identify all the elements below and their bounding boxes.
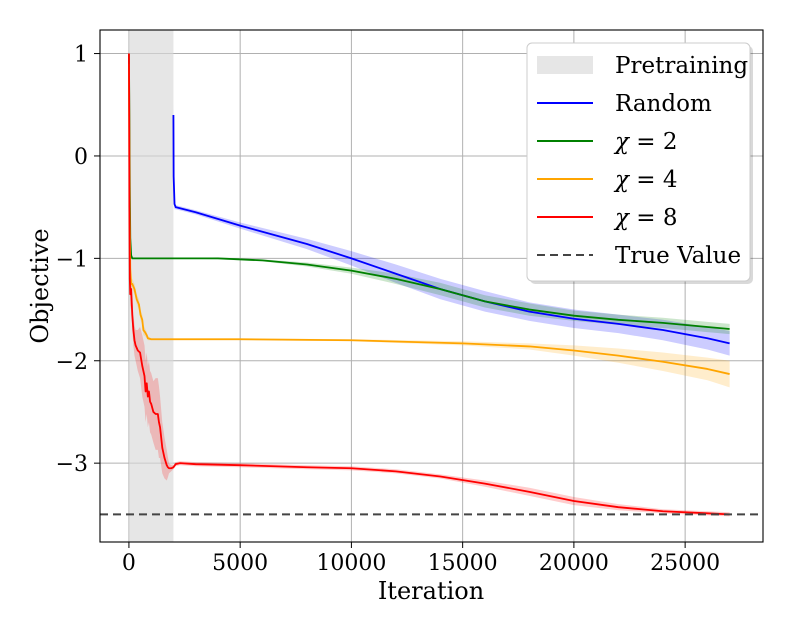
legend-label: χ = 4 (613, 167, 677, 193)
pretraining-region (128, 30, 174, 542)
x-tick-label: 5000 (212, 551, 268, 576)
y-tick-label: −3 (56, 452, 88, 477)
line-chi-8 (128, 53, 730, 516)
legend-entry-pretraining: Pretraining (537, 53, 748, 79)
legend-entry-chi-4: χ = 4 (537, 167, 677, 193)
legend-label: χ = 2 (613, 129, 677, 155)
x-tick-label: 20000 (539, 551, 609, 576)
plot-frame (99, 29, 764, 543)
x-tick-label: 10000 (316, 551, 386, 576)
axis-ticks: 0 5000 10000 15000 20000 25000 1 0 −1 −2 −3 (56, 43, 721, 576)
x-axis-label: Iteration (378, 577, 484, 605)
legend-label: Random (615, 91, 712, 117)
y-axis-label: Objective (26, 228, 54, 343)
band-chi-4 (128, 63, 730, 388)
legend-label: χ = 8 (613, 205, 677, 231)
x-tick-label: 25000 (650, 551, 720, 576)
legend-label: True Value (615, 243, 741, 269)
y-tick-label: −2 (56, 350, 88, 375)
x-tick-label: 15000 (428, 551, 498, 576)
legend-entry-true-value: True Value (537, 243, 741, 269)
line-chi-4 (128, 63, 730, 375)
y-tick-label: −1 (56, 247, 88, 272)
legend-swatch (537, 56, 593, 74)
y-tick-label: 1 (74, 43, 88, 68)
legend-entry-chi-2: χ = 2 (537, 129, 677, 155)
y-tick-label: 0 (74, 145, 88, 170)
legend-entry-random: Random (537, 91, 712, 117)
band-random (173, 99, 730, 356)
line-random (172, 114, 730, 345)
confidence-bands (128, 53, 730, 517)
legend: Pretraining Random χ = 2 χ = 4 χ = 8 True Val… (526, 42, 753, 284)
x-tick-label: 0 (122, 551, 136, 576)
pretraining-span (128, 30, 174, 542)
legend-entry-chi-8: χ = 8 (537, 205, 677, 231)
series-lines (128, 53, 730, 516)
legend-label: Pretraining (615, 53, 748, 79)
